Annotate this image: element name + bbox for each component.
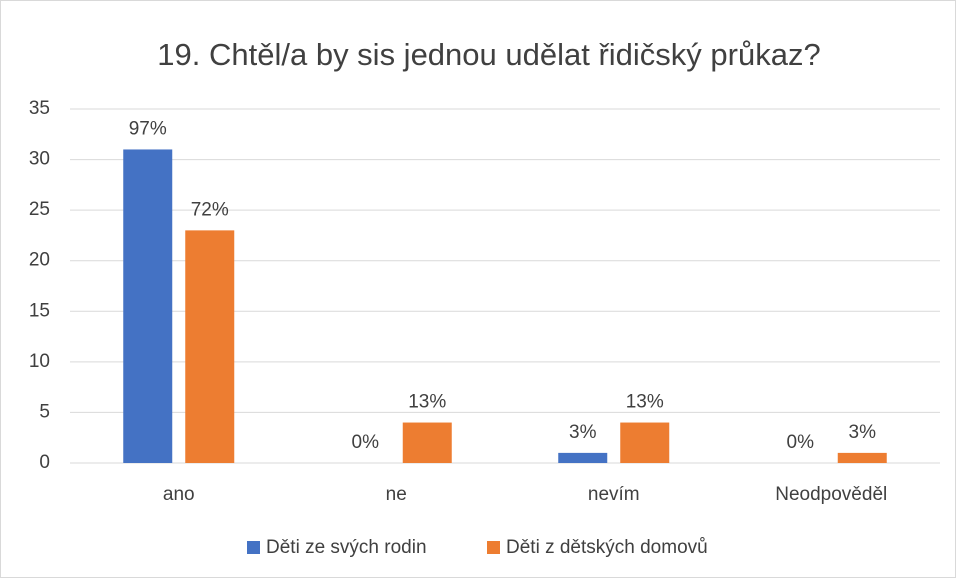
- y-tick-label: 35: [29, 98, 50, 119]
- data-label: 72%: [191, 199, 229, 220]
- data-label: 0%: [787, 432, 815, 453]
- data-label: 3%: [849, 422, 877, 443]
- y-tick-label: 10: [29, 351, 50, 372]
- x-tick-label: ne: [386, 484, 407, 505]
- bar: [837, 452, 887, 463]
- bar: [185, 230, 235, 463]
- y-tick-label: 0: [39, 452, 50, 473]
- y-tick-label: 5: [39, 401, 50, 422]
- data-label: 97%: [129, 118, 167, 139]
- legend-swatch: [487, 541, 500, 554]
- y-tick-label: 15: [29, 300, 50, 321]
- x-tick-label: nevím: [588, 484, 640, 505]
- data-label: 3%: [569, 422, 597, 443]
- legend-label: Děti z dětských domovů: [506, 537, 708, 558]
- y-tick-label: 20: [29, 250, 50, 271]
- data-label: 13%: [626, 392, 664, 413]
- bar: [402, 422, 452, 463]
- data-label: 0%: [352, 432, 380, 453]
- bar: [123, 149, 173, 463]
- chart-title: 19. Chtěl/a by sis jednou udělat řidičsk…: [157, 37, 820, 72]
- data-label: 13%: [408, 392, 446, 413]
- legend-swatch: [247, 541, 260, 554]
- y-tick-label: 30: [29, 149, 50, 170]
- legend-label: Děti ze svých rodin: [266, 537, 427, 558]
- x-tick-label: Neodpověděl: [775, 484, 887, 505]
- bar: [558, 452, 608, 463]
- bar: [620, 422, 670, 463]
- y-tick-label: 25: [29, 199, 50, 220]
- x-tick-label: ano: [163, 484, 195, 505]
